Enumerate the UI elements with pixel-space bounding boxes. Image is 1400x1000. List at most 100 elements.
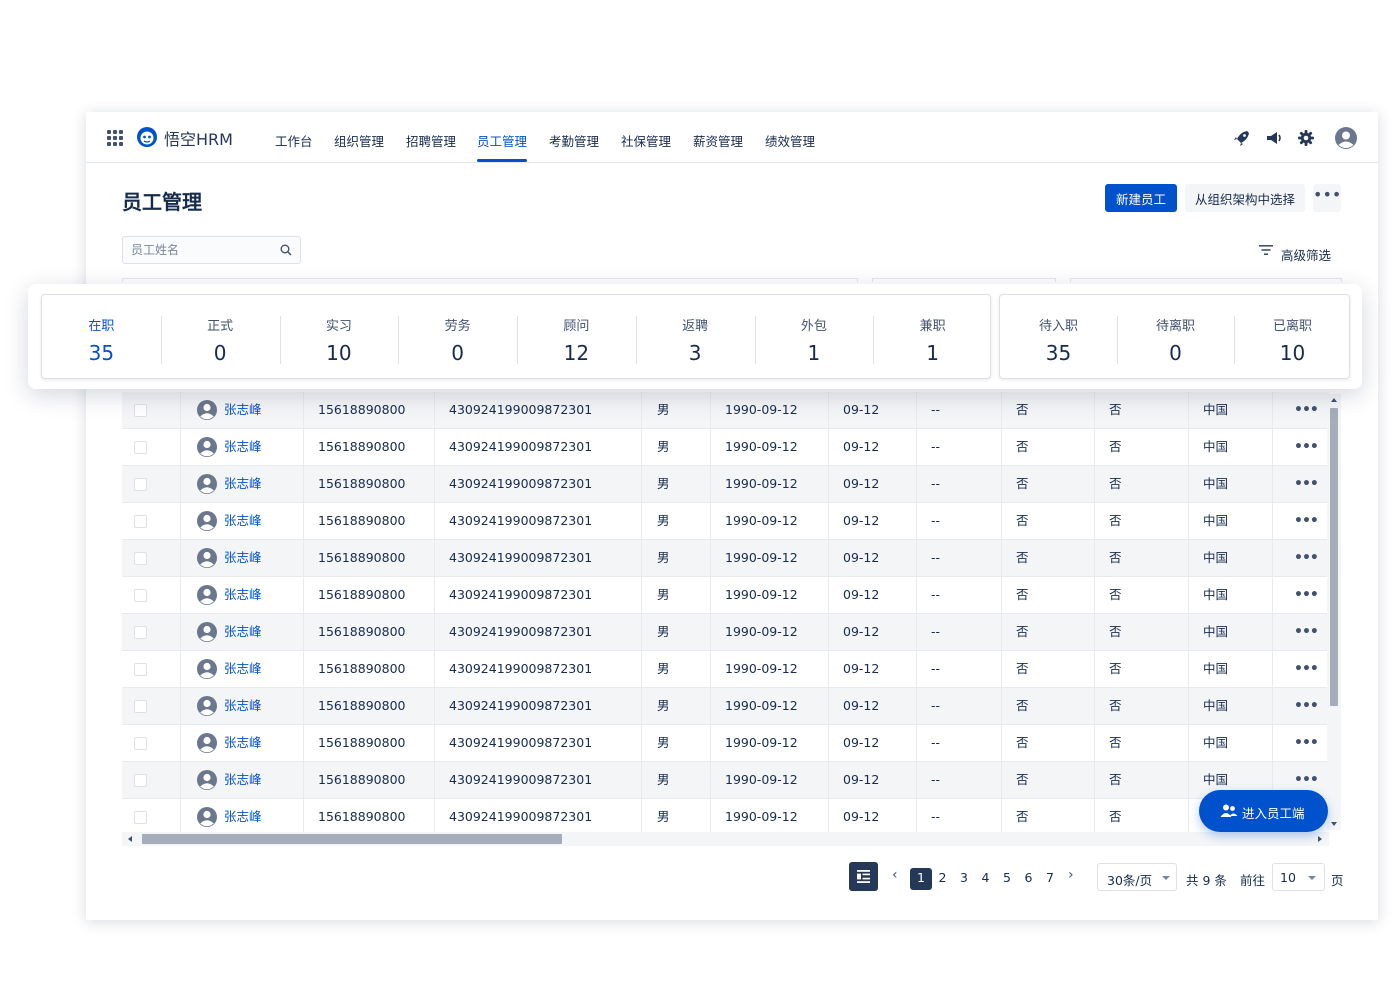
page-size-select[interactable]: 30条/页 bbox=[1097, 863, 1177, 891]
row-more-button[interactable]: ••• bbox=[1294, 661, 1319, 677]
horizontal-scrollbar-thumb[interactable] bbox=[142, 834, 562, 844]
vertical-scrollbar-thumb[interactable] bbox=[1330, 408, 1338, 706]
nav-item-performance[interactable]: 绩效管理 bbox=[765, 134, 816, 149]
row-more-button[interactable]: ••• bbox=[1294, 698, 1319, 714]
row-more-button[interactable]: ••• bbox=[1294, 439, 1319, 455]
table-row[interactable]: 张志峰 15618890800 430924199009872301 男 1990-09… bbox=[122, 503, 1329, 540]
next-page-button[interactable]: › bbox=[1068, 867, 1074, 883]
status-tab[interactable]: 顾问 12 bbox=[517, 295, 636, 378]
new-employee-button[interactable]: 新建员工 bbox=[1105, 184, 1177, 212]
page-number-2[interactable]: 2 bbox=[938, 870, 947, 885]
scroll-up-arrow[interactable] bbox=[1331, 398, 1337, 402]
row-checkbox[interactable] bbox=[134, 811, 147, 824]
nav-item-recruitment[interactable]: 招聘管理 bbox=[406, 134, 457, 149]
search-input[interactable] bbox=[131, 241, 271, 259]
row-checkbox[interactable] bbox=[134, 626, 147, 639]
row-checkbox[interactable] bbox=[134, 552, 147, 565]
row-more-button[interactable]: ••• bbox=[1294, 624, 1319, 640]
employee-name-link[interactable]: 张志峰 bbox=[224, 698, 262, 713]
prev-page-button[interactable]: ‹ bbox=[892, 867, 898, 883]
table-row[interactable]: 张志峰 15618890800 430924199009872301 男 1990-09… bbox=[122, 651, 1329, 688]
search-icon[interactable] bbox=[280, 244, 292, 256]
list-view-icon[interactable] bbox=[849, 862, 878, 891]
page-number-6[interactable]: 6 bbox=[1024, 870, 1033, 885]
employee-name-link[interactable]: 张志峰 bbox=[224, 476, 262, 491]
status-tab[interactable]: 待入职 35 bbox=[1000, 295, 1117, 378]
nav-item-attendance[interactable]: 考勤管理 bbox=[549, 134, 600, 149]
nav-item-organization[interactable]: 组织管理 bbox=[334, 134, 385, 149]
employee-name-link[interactable]: 张志峰 bbox=[224, 550, 262, 565]
row-checkbox[interactable] bbox=[134, 441, 147, 454]
employee-name-link[interactable]: 张志峰 bbox=[224, 772, 262, 787]
scroll-right-arrow[interactable] bbox=[1318, 836, 1322, 842]
status-tab[interactable]: 实习 10 bbox=[280, 295, 399, 378]
row-checkbox[interactable] bbox=[134, 478, 147, 491]
table-row[interactable]: 张志峰 15618890800 430924199009872301 男 1990-09… bbox=[122, 799, 1329, 836]
status-tab[interactable]: 外包 1 bbox=[755, 295, 874, 378]
row-checkbox[interactable] bbox=[134, 700, 147, 713]
goto-page-input[interactable] bbox=[1280, 869, 1306, 885]
gender-cell: 男 bbox=[657, 476, 670, 491]
employee-name-link[interactable]: 张志峰 bbox=[224, 402, 262, 417]
nav-item-workbench[interactable]: 工作台 bbox=[275, 134, 313, 149]
row-more-button[interactable]: ••• bbox=[1294, 476, 1319, 492]
notification-icon[interactable] bbox=[1264, 128, 1284, 148]
table-row[interactable]: 张志峰 15618890800 430924199009872301 男 1990-09… bbox=[122, 688, 1329, 725]
status-tab[interactable]: 返聘 3 bbox=[636, 295, 755, 378]
table-row[interactable]: 张志峰 15618890800 430924199009872301 男 1990-09… bbox=[122, 429, 1329, 466]
page-number-7[interactable]: 7 bbox=[1046, 870, 1054, 885]
employee-name-link[interactable]: 张志峰 bbox=[224, 439, 262, 454]
row-checkbox[interactable] bbox=[134, 589, 147, 602]
select-from-org-button[interactable]: 从组织架构中选择 bbox=[1185, 184, 1305, 212]
status-tab[interactable]: 正式 0 bbox=[161, 295, 280, 378]
row-checkbox[interactable] bbox=[134, 515, 147, 528]
employee-name-link[interactable]: 张志峰 bbox=[224, 661, 262, 676]
page-number-4[interactable]: 4 bbox=[981, 870, 990, 885]
nav-item-employee[interactable]: 员工管理 bbox=[477, 134, 528, 149]
table-row[interactable]: 张志峰 15618890800 430924199009872301 男 1990-09… bbox=[122, 577, 1329, 614]
page-number-5[interactable]: 5 bbox=[1003, 870, 1011, 885]
employee-name-link[interactable]: 张志峰 bbox=[224, 513, 262, 528]
row-more-button[interactable]: ••• bbox=[1294, 513, 1319, 529]
nav-item-social-security[interactable]: 社保管理 bbox=[621, 134, 672, 149]
column-divider bbox=[916, 540, 917, 577]
app-switcher-icon[interactable] bbox=[107, 130, 123, 146]
table-row[interactable]: 张志峰 15618890800 430924199009872301 男 1990-09… bbox=[122, 392, 1329, 429]
column-divider bbox=[828, 651, 829, 688]
row-more-button[interactable]: ••• bbox=[1294, 402, 1319, 418]
page-number-3[interactable]: 3 bbox=[960, 870, 968, 885]
user-avatar-icon[interactable] bbox=[1334, 126, 1358, 150]
row-more-button[interactable]: ••• bbox=[1294, 772, 1319, 788]
status-tab[interactable]: 已离职 10 bbox=[1234, 295, 1349, 378]
nav-item-salary[interactable]: 薪资管理 bbox=[693, 134, 744, 149]
status-tab[interactable]: 劳务 0 bbox=[398, 295, 517, 378]
gear-icon[interactable] bbox=[1296, 128, 1316, 148]
row-checkbox[interactable] bbox=[134, 737, 147, 750]
rocket-icon[interactable] bbox=[1232, 128, 1252, 148]
row-more-button[interactable]: ••• bbox=[1294, 735, 1319, 751]
scroll-left-arrow[interactable] bbox=[128, 836, 132, 842]
table-row[interactable]: 张志峰 15618890800 430924199009872301 男 1990-09… bbox=[122, 725, 1329, 762]
status-tab[interactable]: 待离职 0 bbox=[1117, 295, 1234, 378]
employee-name-link[interactable]: 张志峰 bbox=[224, 735, 262, 750]
employee-name-link[interactable]: 张志峰 bbox=[224, 809, 262, 824]
row-checkbox[interactable] bbox=[134, 663, 147, 676]
row-checkbox[interactable] bbox=[134, 404, 147, 417]
row-more-button[interactable]: ••• bbox=[1294, 550, 1319, 566]
chevron-down-icon[interactable] bbox=[1308, 876, 1316, 880]
table-row[interactable]: 张志峰 15618890800 430924199009872301 男 1990-09… bbox=[122, 466, 1329, 503]
employee-name-link[interactable]: 张志峰 bbox=[224, 587, 262, 602]
scroll-down-arrow[interactable] bbox=[1331, 822, 1337, 826]
page-number-1[interactable]: 1 bbox=[910, 868, 932, 890]
enter-employee-portal-button[interactable]: 进入员工端 bbox=[1199, 790, 1328, 832]
employee-name-link[interactable]: 张志峰 bbox=[224, 624, 262, 639]
table-row[interactable]: 张志峰 15618890800 430924199009872301 男 1990-09… bbox=[122, 540, 1329, 577]
more-actions-button[interactable]: ••• bbox=[1313, 184, 1341, 212]
status-tab[interactable]: 兼职 1 bbox=[873, 295, 990, 378]
table-row[interactable]: 张志峰 15618890800 430924199009872301 男 1990-09… bbox=[122, 762, 1329, 799]
row-checkbox[interactable] bbox=[134, 774, 147, 787]
table-row[interactable]: 张志峰 15618890800 430924199009872301 男 1990-09… bbox=[122, 614, 1329, 651]
phone-cell: 15618890800 bbox=[318, 402, 406, 417]
row-more-button[interactable]: ••• bbox=[1294, 587, 1319, 603]
status-tab[interactable]: 在职 35 bbox=[42, 295, 161, 378]
